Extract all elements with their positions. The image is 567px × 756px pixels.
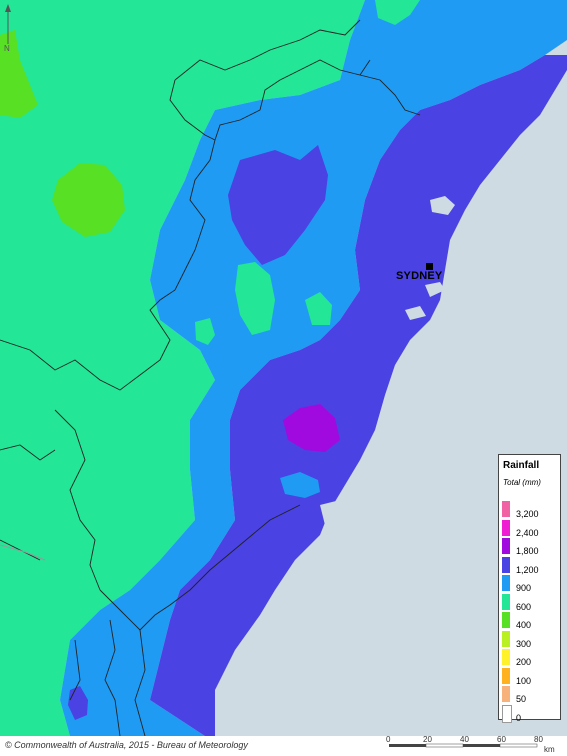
rainfall-zone-600-pocket-1 [235, 262, 275, 335]
legend: Rainfall Total (mm) 3,200 2,400 1,800 1,200… [498, 454, 561, 723]
legend-item: 50 [502, 684, 560, 704]
legend-swatch [502, 704, 512, 723]
scale-tick-label: 40 [460, 735, 469, 744]
state-border [0, 544, 46, 561]
footer: © Commonwealth of Australia, 2015 - Bure… [0, 736, 567, 756]
legend-label: 300 [516, 638, 532, 649]
scale-unit-label: km [544, 745, 555, 754]
legend-swatch [502, 501, 510, 517]
rainfall-zone-600-pocket-2 [305, 292, 332, 325]
legend-swatch [502, 630, 510, 647]
legend-item: 100 [502, 666, 560, 686]
legend-swatch [502, 686, 510, 702]
scale-tick-label: 60 [497, 735, 506, 744]
north-arrow-icon [3, 4, 13, 54]
legend-item: 300 [502, 629, 560, 649]
legend-title: Rainfall [503, 460, 540, 471]
legend-swatch [502, 519, 510, 536]
legend-swatch [502, 612, 510, 628]
rainfall-zone-400 [52, 163, 125, 237]
rainfall-zone-600-pocket-3 [195, 318, 215, 345]
legend-swatch [502, 649, 510, 665]
scale-tick-label: 20 [423, 735, 432, 744]
rainfall-zone-1800 [283, 404, 340, 452]
legend-label: 1,800 [516, 546, 539, 556]
legend-swatch [502, 575, 510, 591]
city-label-sydney: SYDNEY [396, 270, 443, 282]
legend-label: 0 [516, 712, 522, 723]
legend-item: 0 [502, 703, 560, 723]
legend-item: 200 [502, 647, 560, 667]
north-label: N [4, 44, 10, 53]
scale-tick-label: 0 [386, 735, 391, 744]
legend-label: 50 [516, 694, 527, 704]
copyright-text: © Commonwealth of Australia, 2015 - Bure… [5, 740, 248, 750]
legend-label: 1,200 [516, 564, 539, 575]
legend-label: 600 [516, 601, 532, 612]
legend-item: 600 [502, 592, 560, 612]
legend-swatch [502, 667, 510, 684]
legend-subtitle: Total (mm) [503, 478, 541, 487]
legend-item: 1,800 [502, 536, 560, 556]
scale-bar [389, 743, 538, 748]
rainfall-zone-900-pocket [280, 472, 320, 498]
legend-label: 400 [516, 620, 532, 630]
legend-label: 900 [516, 583, 532, 593]
sydney-marker-icon [426, 263, 433, 270]
rainfall-zone-1200-inland [228, 145, 328, 265]
legend-swatch [502, 593, 510, 610]
legend-label: 100 [516, 675, 532, 686]
rainfall-zone-1200 [150, 55, 567, 736]
legend-item: 1,200 [502, 555, 560, 575]
scale-tick-label: 80 [534, 735, 543, 744]
legend-item: 2,400 [502, 518, 560, 538]
legend-label: 2,400 [516, 527, 539, 538]
legend-item: 3,200 [502, 499, 560, 519]
rainfall-zone-400-north [0, 30, 38, 118]
legend-item: 400 [502, 610, 560, 630]
legend-swatch [502, 556, 510, 573]
legend-label: 200 [516, 657, 532, 667]
legend-label: 3,200 [516, 509, 539, 519]
legend-swatch [502, 538, 510, 554]
region-boundaries [0, 19, 421, 737]
legend-item: 900 [502, 573, 560, 593]
rainfall-zone-600-pocket-4 [375, 0, 420, 25]
rainfall-zone-900 [60, 0, 567, 736]
